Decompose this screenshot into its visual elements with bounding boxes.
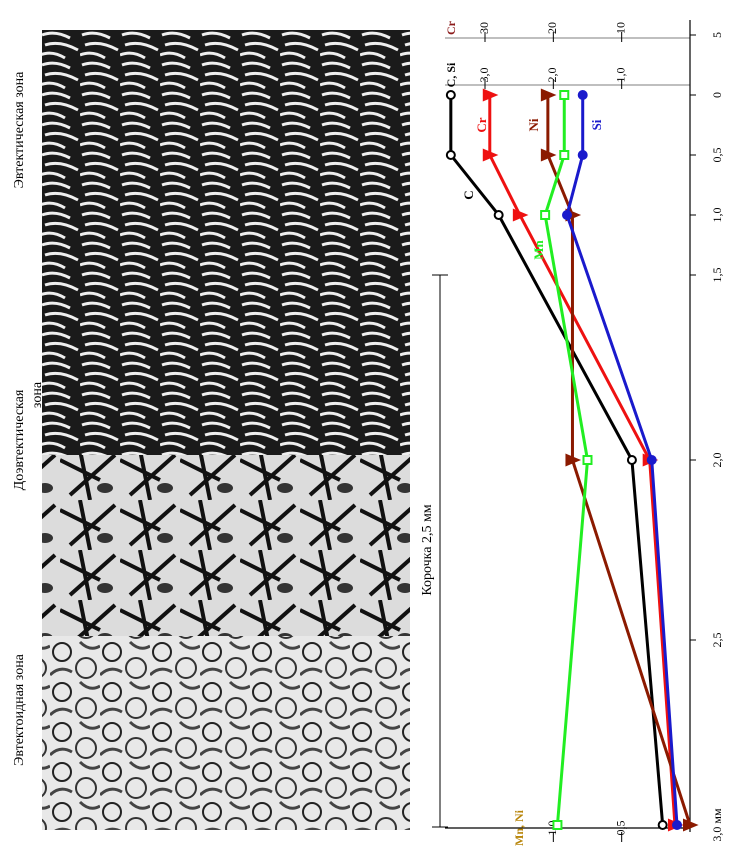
marker	[577, 150, 588, 160]
series-label: C	[461, 190, 476, 199]
marker	[559, 90, 570, 100]
value-tick-label: 1,0	[613, 68, 627, 83]
value-tick-label: 20	[545, 22, 559, 34]
zone-label: зона	[30, 381, 45, 408]
value-tick-label: 0,5	[613, 821, 627, 836]
micrograph-hypoeutectic	[42, 455, 410, 640]
zone-label: Эвтектоидная зона	[12, 653, 27, 766]
value-axis-title: Cr	[444, 20, 458, 35]
series-label: Mn	[531, 239, 546, 259]
marker	[646, 455, 657, 465]
zone-label: Эвтектическая зона	[12, 71, 27, 189]
value-axis-title: Mn, Ni	[512, 809, 526, 846]
marker	[540, 148, 557, 162]
marker	[482, 148, 499, 162]
x-tick-label: 3,0 мм	[710, 808, 724, 842]
marker	[552, 820, 563, 830]
x-tick-label: 0	[710, 92, 724, 98]
chart: 5 0 0,5 1,0 1,5 2,0 2,5 3,0 мм 10 20 30 Cr 1,0 2,0 3,0…	[444, 20, 724, 846]
marker	[540, 88, 557, 102]
x-tick-label: 1,0	[710, 208, 724, 223]
marker	[672, 820, 683, 830]
value-tick-label: 2,0	[545, 68, 559, 83]
marker	[493, 210, 504, 220]
crust-label: Корочка 2,5 мм	[420, 504, 435, 595]
micrograph-eutectoid	[42, 636, 410, 830]
micrograph-eutectic	[42, 30, 410, 460]
series-label: Si	[589, 119, 604, 130]
x-tick-label: 5	[710, 32, 724, 38]
zone-label: Доэвтектическая	[12, 389, 27, 490]
marker	[482, 88, 499, 102]
marker	[562, 210, 572, 220]
marker	[582, 455, 593, 465]
value-tick-label: 3,0	[477, 68, 491, 83]
x-tick-label: 2,0	[710, 453, 724, 468]
marker	[577, 90, 588, 100]
value-axis-title: C, Si	[444, 62, 458, 87]
series-label: Cr	[474, 117, 489, 132]
x-tick-label: 1,5	[710, 268, 724, 283]
marker	[540, 210, 551, 220]
value-tick-label: 30	[477, 22, 491, 34]
x-tick-label: 0,5	[710, 148, 724, 163]
marker	[657, 820, 668, 830]
marker	[559, 150, 570, 160]
marker	[626, 455, 637, 465]
marker	[683, 818, 699, 832]
marker	[445, 90, 456, 100]
series-label: Ni	[526, 118, 541, 131]
value-tick-label: 10	[613, 22, 627, 34]
marker	[445, 150, 456, 160]
marker	[512, 208, 529, 222]
marker	[565, 453, 582, 467]
x-tick-label: 2,5	[710, 633, 724, 648]
